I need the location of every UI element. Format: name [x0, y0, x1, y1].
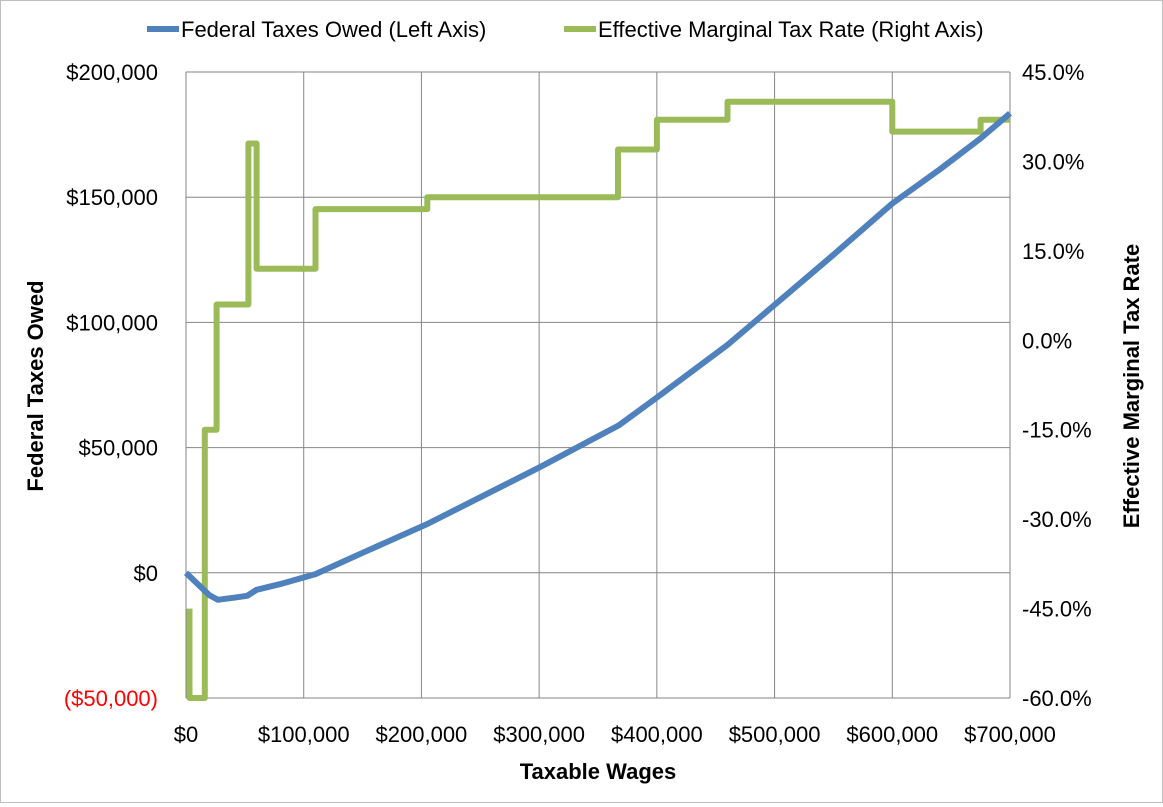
y2-tick-label-3: 0.0%	[1022, 328, 1072, 353]
y-tick-label-0: $200,000	[66, 60, 158, 85]
y2-tick-label-7: -60.0%	[1022, 686, 1092, 711]
y-tick-label-5: ($50,000)	[64, 686, 158, 711]
legend: Federal Taxes Owed (Left Axis) Effective…	[147, 17, 984, 42]
y2-axis-title: Effective Marginal Tax Rate	[1119, 244, 1144, 528]
tick-labels: $0 $100,000 $200,000 $300,000 $400,000 $500,0…	[64, 60, 1092, 747]
x-tick-label-0: $0	[174, 722, 198, 747]
x-tick-label-2: $200,000	[376, 722, 468, 747]
y-tick-label-3: $50,000	[78, 436, 158, 461]
series-lines	[183, 98, 1012, 701]
y-tick-label-2: $100,000	[66, 310, 158, 335]
x-tick-label-7: $700,000	[964, 722, 1056, 747]
y2-tick-label-4: -15.0%	[1022, 418, 1092, 443]
x-tick-label-4: $400,000	[611, 722, 703, 747]
x-tick-label-3: $300,000	[493, 722, 585, 747]
y2-tick-label-6: -45.0%	[1022, 597, 1092, 622]
series-line-0	[183, 111, 1012, 603]
y-tick-label-4: $0	[134, 561, 158, 586]
series-line-1	[186, 98, 1010, 701]
x-tick-label-6: $600,000	[846, 722, 938, 747]
y2-tick-label-1: 30.0%	[1022, 149, 1084, 174]
axes	[185, 72, 1011, 699]
y2-tick-label-0: 45.0%	[1022, 60, 1084, 85]
x-tick-label-1: $100,000	[258, 722, 350, 747]
x-axis-title: Taxable Wages	[520, 759, 677, 784]
y-tick-label-1: $150,000	[66, 185, 158, 210]
y2-tick-label-5: -30.0%	[1022, 507, 1092, 532]
y2-tick-label-2: 15.0%	[1022, 239, 1084, 264]
legend-label-rate: Effective Marginal Tax Rate (Right Axis)	[598, 17, 984, 42]
gridlines	[186, 71, 1011, 699]
x-tick-label-5: $500,000	[729, 722, 821, 747]
legend-label-taxes: Federal Taxes Owed (Left Axis)	[181, 17, 486, 42]
y-axis-title: Federal Taxes Owed	[23, 280, 48, 491]
